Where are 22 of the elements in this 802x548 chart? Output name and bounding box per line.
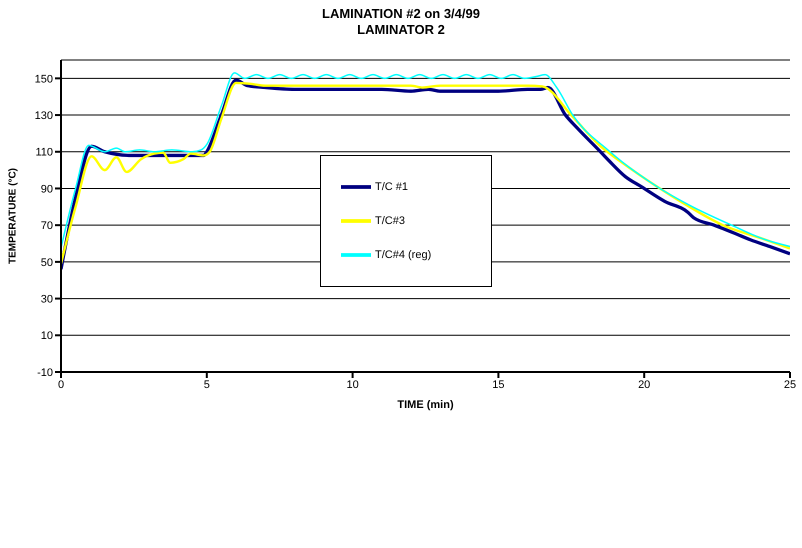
legend-label: T/C #1 (375, 181, 408, 193)
y-tick-label: -10 (37, 366, 53, 379)
legend-label: T/C#4 (reg) (375, 249, 432, 261)
chart-subtitle: LAMINATOR 2 (356, 22, 446, 38)
legend-label: T/C#3 (375, 215, 405, 227)
y-tick-label: 30 (40, 293, 53, 306)
y-tick-label: 90 (40, 183, 53, 196)
x-tick-label: 20 (638, 378, 650, 391)
x-axis-title: TIME (min) (397, 399, 454, 411)
x-tick-label: 15 (492, 378, 505, 391)
y-tick-label: 10 (40, 330, 53, 342)
y-tick-label: 130 (34, 110, 53, 122)
chart-title: LAMINATION #2 on 3/4/99 (321, 6, 481, 22)
y-tick-label: 70 (40, 220, 53, 232)
x-tick-label: 5 (204, 378, 210, 391)
y-tick-label: 110 (35, 146, 53, 159)
y-axis-title: TEMPERATURE (°C) (8, 168, 19, 264)
x-tick-label: 10 (346, 378, 359, 391)
y-tick-label: 150 (34, 73, 53, 86)
x-tick-label: 0 (58, 378, 64, 391)
y-tick-label: 50 (40, 256, 53, 269)
x-tick-label: 25 (784, 378, 796, 391)
